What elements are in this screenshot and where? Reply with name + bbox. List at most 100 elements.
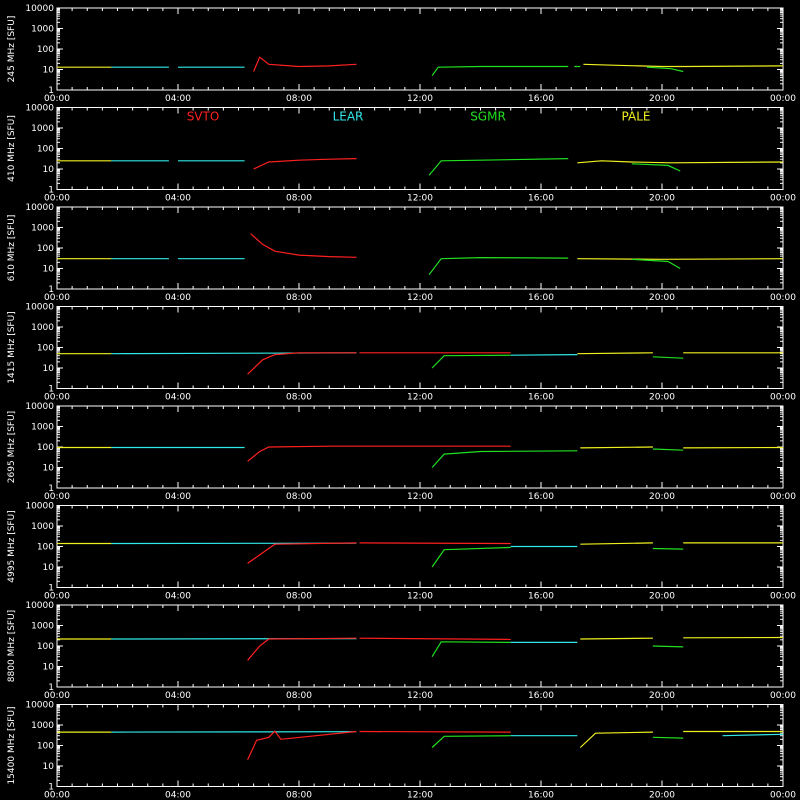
y-tick-label: 10 xyxy=(43,663,55,673)
series-line-sgmr xyxy=(428,256,569,276)
series-line-pale xyxy=(580,446,653,449)
y-tick-label: 1000 xyxy=(31,124,54,134)
y-tick-label: 1 xyxy=(48,783,54,793)
y-tick-label: 1000 xyxy=(31,622,54,632)
y-tick-label: 10000 xyxy=(25,502,54,512)
x-tick-label: 04:00 xyxy=(165,293,191,303)
y-axis-label: 2695 MHz [SFU] xyxy=(7,411,17,483)
y-tick-label: 100 xyxy=(37,742,54,752)
x-tick-label: 12:00 xyxy=(407,592,433,602)
y-tick-label: 1000 xyxy=(31,423,54,433)
x-tick-label: 20:00 xyxy=(649,94,675,104)
y-tick-label: 100 xyxy=(37,543,54,553)
x-tick-label: 12:00 xyxy=(407,293,433,303)
x-tick-label: 08:00 xyxy=(286,393,312,403)
y-axis-label: 610 MHz [SFU] xyxy=(7,215,17,282)
y-tick-label: 1 xyxy=(48,584,54,594)
series-line-sgmr xyxy=(652,448,684,451)
series-line-svto xyxy=(250,233,357,258)
y-tick-label: 1000 xyxy=(31,224,54,234)
panel-frame xyxy=(56,604,784,688)
x-tick-label: 16:00 xyxy=(528,194,554,204)
series-line-sgmr xyxy=(431,450,578,468)
panel-frame xyxy=(56,704,784,787)
y-tick-label: 100 xyxy=(37,45,54,55)
y-tick-label: 1000 xyxy=(31,522,54,532)
y-tick-label: 100 xyxy=(37,344,54,354)
x-tick-label: 00:00 xyxy=(770,691,796,701)
x-tick-label: 12:00 xyxy=(407,194,433,204)
x-tick-label: 16:00 xyxy=(528,293,554,303)
x-tick-label: 12:00 xyxy=(407,94,433,104)
legend-entry-sgmr: SGMR xyxy=(470,110,506,124)
x-tick-label: 12:00 xyxy=(407,791,433,800)
x-tick-label: 16:00 xyxy=(528,791,554,800)
x-tick-label: 04:00 xyxy=(165,691,191,701)
series-line-lear xyxy=(722,733,784,737)
series-line-pale xyxy=(580,637,653,640)
x-tick-label: 16:00 xyxy=(528,492,554,502)
series-line-svto xyxy=(247,542,357,564)
x-tick-label: 08:00 xyxy=(286,492,312,502)
series-line-sgmr xyxy=(431,641,511,658)
x-tick-label: 04:00 xyxy=(165,492,191,502)
y-tick-label: 10000 xyxy=(25,104,54,114)
y-tick-label: 1000 xyxy=(31,25,54,35)
x-tick-label: 20:00 xyxy=(649,393,675,403)
series-line-svto xyxy=(247,730,357,761)
x-tick-label: 08:00 xyxy=(286,194,312,204)
x-tick-label: 16:00 xyxy=(528,94,554,104)
series-line-sgmr xyxy=(428,158,569,176)
x-tick-label: 00:00 xyxy=(770,393,796,403)
x-tick-label: 00:00 xyxy=(44,592,70,602)
y-axis-label: 8800 MHz [SFU] xyxy=(7,610,17,682)
x-tick-label: 12:00 xyxy=(407,492,433,502)
legend-entry-lear: LEAR xyxy=(333,110,364,124)
y-tick-label: 1000 xyxy=(31,323,54,333)
series-line-sgmr xyxy=(652,356,684,359)
series-line-svto xyxy=(247,445,511,462)
y-tick-label: 10 xyxy=(43,762,55,772)
y-tick-label: 10 xyxy=(43,165,55,175)
x-tick-label: 04:00 xyxy=(165,393,191,403)
x-tick-label: 04:00 xyxy=(165,194,191,204)
series-line-sgmr xyxy=(431,65,569,77)
series-line-pale xyxy=(577,258,784,260)
x-tick-label: 16:00 xyxy=(528,393,554,403)
x-tick-label: 04:00 xyxy=(165,791,191,800)
y-tick-label: 10 xyxy=(43,464,55,474)
panel-frame xyxy=(56,206,784,290)
x-tick-label: 08:00 xyxy=(286,592,312,602)
panel-frame xyxy=(56,7,784,91)
y-tick-label: 10000 xyxy=(25,303,54,313)
x-tick-label: 20:00 xyxy=(649,293,675,303)
series-line-sgmr xyxy=(431,735,511,748)
y-tick-label: 1 xyxy=(48,86,54,96)
series-line-sgmr xyxy=(431,546,511,568)
y-axis-label: 4995 MHz [SFU] xyxy=(7,510,17,582)
series-line-pale xyxy=(577,160,784,164)
x-tick-label: 20:00 xyxy=(649,691,675,701)
series-line-svto xyxy=(359,730,511,733)
y-tick-label: 100 xyxy=(37,443,54,453)
series-line-pale xyxy=(579,731,653,748)
panel-frame xyxy=(56,107,784,190)
y-tick-label: 1000 xyxy=(31,721,54,731)
x-tick-label: 00:00 xyxy=(770,293,796,303)
legend-entry-pale: PALE xyxy=(622,110,651,124)
x-tick-label: 00:00 xyxy=(44,791,70,800)
y-tick-label: 100 xyxy=(37,244,54,254)
series-line-sgmr xyxy=(652,547,684,550)
y-tick-label: 10 xyxy=(43,364,55,374)
y-tick-label: 1 xyxy=(48,285,54,295)
series-line-sgmr xyxy=(631,163,681,172)
series-line-lear xyxy=(510,354,578,356)
legend-entry-svto: SVTO xyxy=(187,110,220,124)
y-axis-label: 1415 MHz [SFU] xyxy=(7,311,17,383)
y-tick-label: 10 xyxy=(43,265,55,275)
